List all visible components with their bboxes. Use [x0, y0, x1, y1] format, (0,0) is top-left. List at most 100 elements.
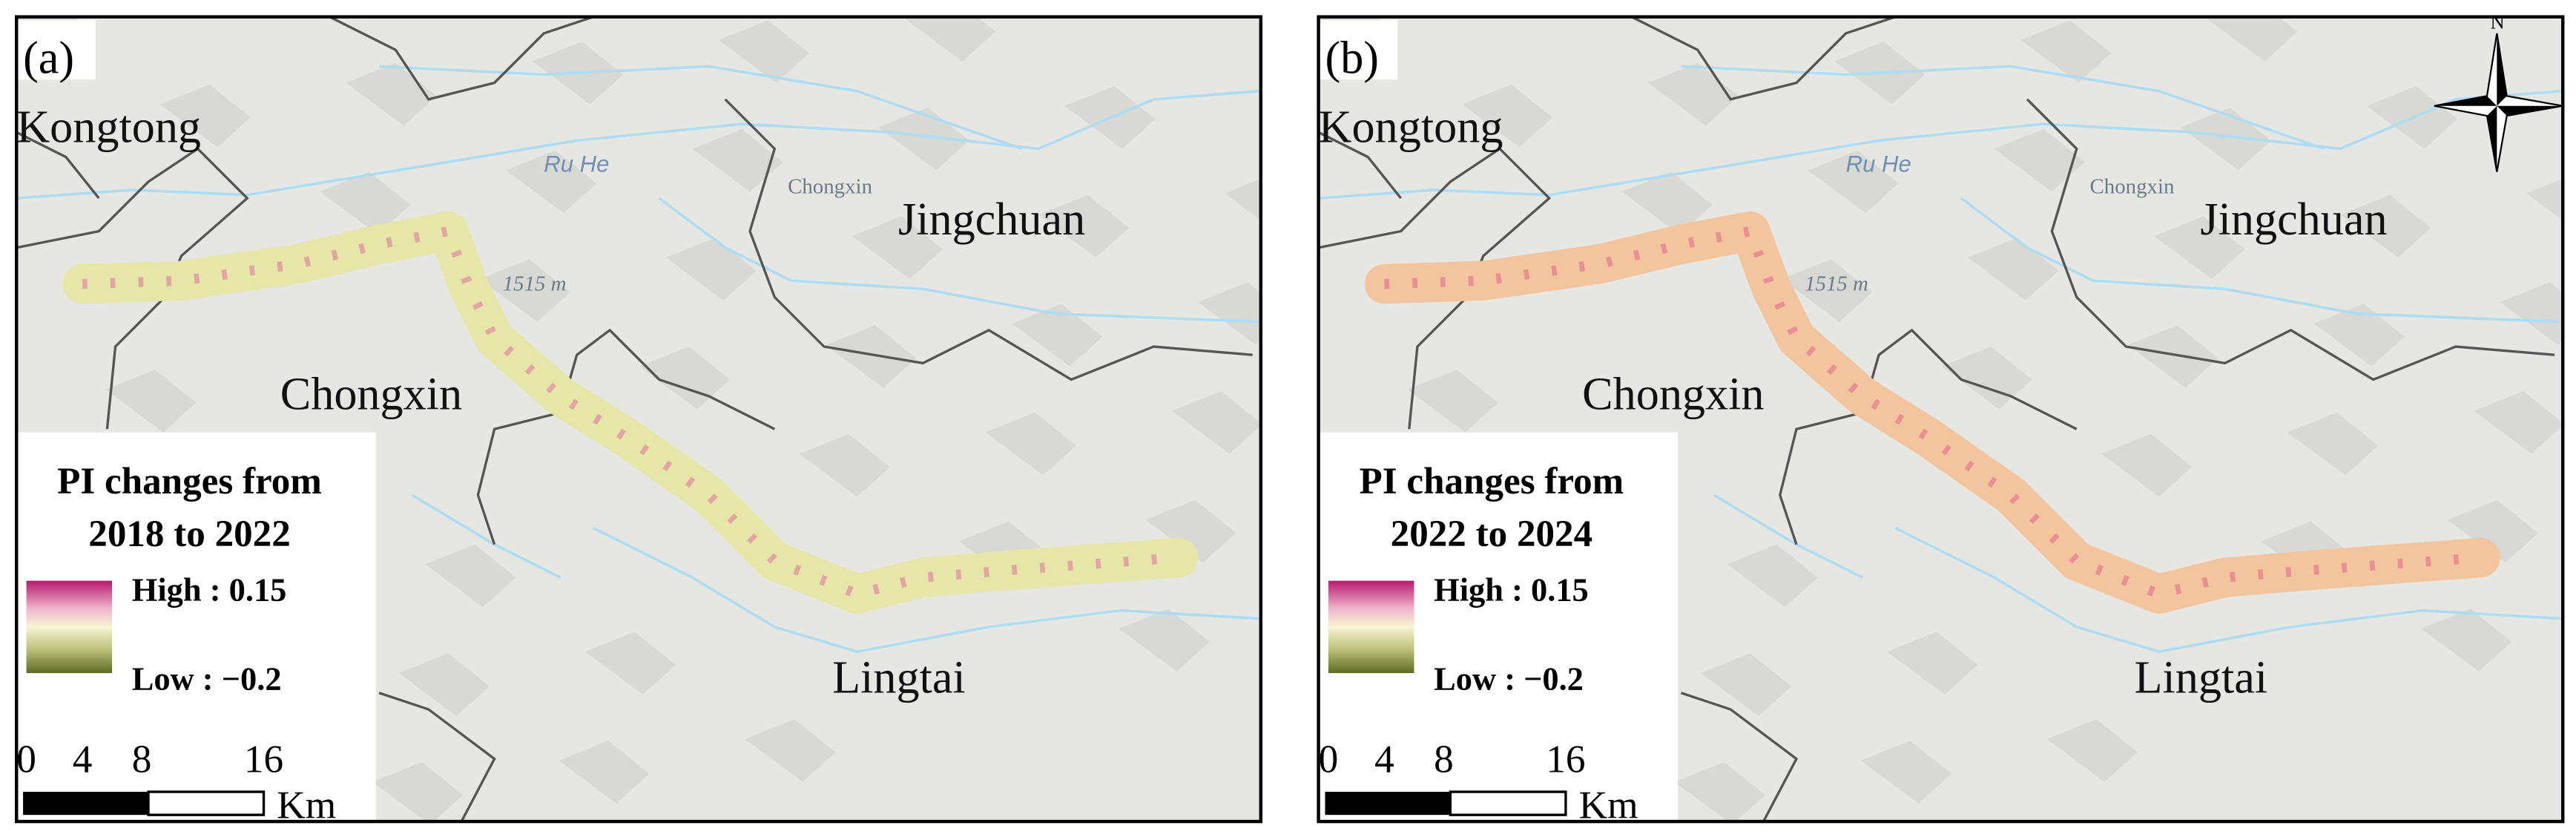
- boundary: [1680, 692, 1799, 822]
- hillshade: [1119, 608, 1210, 672]
- hillshade: [105, 370, 197, 433]
- river: [378, 65, 1023, 151]
- hillshade: [1808, 150, 1899, 214]
- place-name: Chongxin: [1582, 370, 1764, 420]
- hillshade: [1727, 544, 1818, 608]
- hillshade: [559, 741, 650, 804]
- place-name: Jingchuan: [898, 194, 1085, 245]
- hillshade: [2500, 282, 2563, 345]
- hillshade: [398, 653, 490, 716]
- scale-tick: 16: [1546, 736, 1585, 781]
- boundary: [1318, 147, 1552, 430]
- boundary: [2026, 98, 2555, 381]
- hillshade: [2287, 413, 2379, 476]
- legend-high: High : 0.15: [1434, 571, 1589, 608]
- boundary: [724, 98, 1253, 381]
- hillshade: [1860, 741, 1951, 804]
- hillshade: [1674, 762, 1765, 822]
- hillshade: [639, 347, 731, 410]
- hillshade: [506, 150, 597, 214]
- place-name: Kongtong: [1319, 102, 1503, 153]
- town-label: Chongxin: [788, 174, 872, 198]
- hillshade: [2127, 325, 2218, 388]
- label-bg: [16, 20, 96, 80]
- corridor-texture: [82, 225, 1179, 600]
- legend-title: PI changes from: [1360, 460, 1624, 502]
- boundary: [476, 328, 776, 545]
- hillshade: [1781, 259, 1873, 322]
- hillshade: [1171, 391, 1261, 454]
- hillshade: [584, 631, 676, 695]
- scale-white: [1449, 790, 1567, 816]
- scale-tick: 4: [1374, 736, 1394, 781]
- legend-title: 2018 to 2022: [88, 513, 290, 555]
- boundary: [378, 692, 496, 822]
- panel-frame: [14, 15, 1263, 824]
- river: [16, 89, 1261, 200]
- hillshade: [826, 325, 917, 388]
- hillshade: [851, 216, 943, 280]
- hillshade: [1224, 178, 1261, 220]
- hillshade: [2046, 719, 2138, 782]
- hillshade: [985, 413, 1076, 476]
- elevation-label: 1515 m: [1805, 272, 1868, 296]
- legend-title: PI changes from: [57, 460, 322, 502]
- place-name: Kongtong: [16, 102, 201, 153]
- scale-tick: 0: [16, 736, 36, 781]
- hillshade: [2474, 391, 2563, 454]
- scale-tick: 8: [132, 736, 152, 781]
- legend-ramp: [26, 580, 113, 674]
- hillshade: [479, 259, 570, 322]
- corridor-texture: [1384, 225, 2481, 600]
- hillshade: [2447, 499, 2538, 563]
- hillshade: [2207, 16, 2298, 62]
- north-arrow: N: [2434, 10, 2563, 172]
- hillshade: [1012, 303, 1103, 367]
- place-name: Chongxin: [280, 370, 462, 420]
- river: [658, 197, 1261, 324]
- scale-tick: 8: [1434, 736, 1454, 781]
- arrow-shade: [2434, 33, 2563, 172]
- boundary: [329, 16, 594, 101]
- scale-black: [23, 792, 148, 816]
- hillshade: [2340, 194, 2431, 258]
- river-label: Ru He: [1846, 151, 1911, 177]
- hillshade: [2101, 433, 2193, 497]
- hillshade: [2313, 303, 2405, 367]
- hillshade: [1941, 347, 2032, 410]
- legend-high: High : 0.15: [132, 571, 287, 608]
- scale-black: [1325, 792, 1451, 816]
- scale-unit: Km: [277, 783, 336, 827]
- scale-tick: 0: [1319, 736, 1339, 781]
- boundary: [1779, 328, 2078, 545]
- place-name: Lingtai: [832, 653, 966, 703]
- panel-label: (a): [23, 33, 74, 83]
- scale-unit: Km: [1579, 783, 1638, 827]
- hillshade: [320, 171, 411, 235]
- hillshade: [1461, 84, 1553, 148]
- river: [1894, 526, 2563, 654]
- hillshade: [799, 433, 890, 497]
- legend-ramp: [1328, 580, 1414, 674]
- scale-tick: 4: [73, 736, 93, 781]
- hillshade: [159, 84, 251, 148]
- hillshade: [904, 16, 996, 62]
- hillshade: [1887, 631, 1978, 695]
- map-body: [1318, 16, 2563, 822]
- town-label: Chongxin: [2090, 174, 2175, 198]
- boundary: [16, 147, 249, 430]
- hillshade: [692, 128, 783, 192]
- hillshade: [1621, 171, 1713, 235]
- hillshade: [1407, 370, 1498, 433]
- boundary: [1631, 16, 1896, 101]
- panel-frame: [1317, 15, 2565, 824]
- label-bg: [1318, 20, 1398, 80]
- elevation-label: 1515 m: [503, 272, 567, 296]
- map-panel: Ru He Chongxin 1515 m Kongtong Jingchuan Chon…: [1317, 15, 2565, 827]
- boundary: [16, 131, 100, 200]
- river: [1960, 197, 2563, 324]
- hillshade: [745, 719, 836, 782]
- boundary: [1318, 131, 1403, 200]
